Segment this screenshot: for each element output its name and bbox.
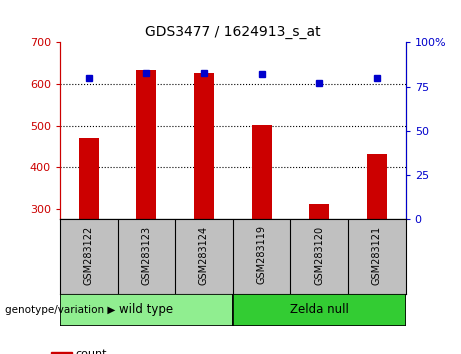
Bar	[51, 352, 72, 354]
Bar	[233, 294, 406, 326]
Text: GSM283120: GSM283120	[314, 225, 324, 285]
Bar	[194, 73, 214, 219]
Bar	[79, 138, 99, 219]
Text: wild type: wild type	[119, 303, 173, 316]
Text: GSM283119: GSM283119	[257, 225, 266, 284]
Bar	[136, 70, 156, 219]
Text: GSM283123: GSM283123	[142, 225, 151, 285]
Text: GSM283121: GSM283121	[372, 225, 382, 285]
Text: GSM283124: GSM283124	[199, 225, 209, 285]
Text: GSM283122: GSM283122	[84, 225, 94, 285]
Title: GDS3477 / 1624913_s_at: GDS3477 / 1624913_s_at	[145, 25, 320, 39]
Bar	[367, 154, 387, 219]
Text: Zelda null: Zelda null	[290, 303, 349, 316]
Text: genotype/variation ▶: genotype/variation ▶	[5, 305, 115, 315]
Bar	[252, 125, 272, 219]
Bar	[309, 204, 329, 219]
Bar	[60, 294, 233, 326]
Text: count: count	[76, 349, 107, 354]
